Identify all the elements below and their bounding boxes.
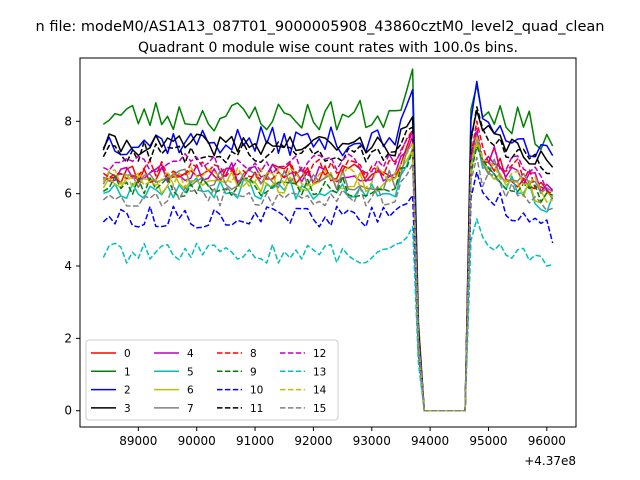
legend-label-0: 0 <box>124 348 131 360</box>
legend-label-14: 14 <box>313 385 327 397</box>
x-offset-label: +4.37e8 <box>524 454 576 468</box>
y-tick-label: 0 <box>64 404 72 418</box>
series-layer <box>102 68 554 412</box>
x-tick-label: 94000 <box>411 434 449 448</box>
legend-label-12: 12 <box>313 348 326 360</box>
x-tick-label: 95000 <box>469 434 507 448</box>
legend-label-15: 15 <box>313 403 326 415</box>
series-line-5 <box>103 138 554 412</box>
series-line-13 <box>102 218 553 412</box>
y-tick-label: 8 <box>64 114 72 128</box>
y-tick-label: 4 <box>64 259 72 273</box>
x-tick-label: 90000 <box>178 434 216 448</box>
series-line-7 <box>102 135 554 412</box>
legend-label-5: 5 <box>187 366 194 378</box>
chart-title: Quadrant 0 module wise count rates with … <box>138 40 518 56</box>
legend-label-7: 7 <box>187 403 194 415</box>
figure-suptitle: n file: modeM0/AS1A13_087T01_9000005908_… <box>36 19 605 35</box>
series-line-15 <box>102 156 553 412</box>
y-tick-label: 6 <box>64 187 72 201</box>
legend-label-6: 6 <box>187 385 194 397</box>
series-line-10 <box>102 171 554 412</box>
y-tick-label: 2 <box>64 331 72 345</box>
legend-label-2: 2 <box>124 385 131 397</box>
series-line-1 <box>102 68 554 412</box>
x-axis: 89000 90000 91000 92000 93000 94000 95000 96000 <box>119 427 566 448</box>
legend-label-13: 13 <box>313 366 326 378</box>
x-tick-label: 93000 <box>353 434 391 448</box>
x-tick-label: 92000 <box>294 434 332 448</box>
legend-label-10: 10 <box>250 385 263 397</box>
plot-frame <box>79 57 577 428</box>
legend-label-8: 8 <box>250 348 257 360</box>
series-line-14 <box>102 135 553 412</box>
x-tick-label: 89000 <box>119 434 157 448</box>
series-line-2 <box>102 80 554 412</box>
y-axis: 0 2 4 6 8 <box>64 114 80 418</box>
legend-label-11: 11 <box>250 403 263 415</box>
legend-label-1: 1 <box>124 366 131 378</box>
legend-label-4: 4 <box>187 348 194 360</box>
legend-label-9: 9 <box>250 366 257 378</box>
x-tick-label: 96000 <box>528 434 566 448</box>
series-line-8 <box>102 120 553 412</box>
series-line-11 <box>102 106 553 412</box>
legend-box <box>85 339 339 421</box>
x-tick-label: 91000 <box>236 434 274 448</box>
legend-label-3: 3 <box>124 403 131 415</box>
